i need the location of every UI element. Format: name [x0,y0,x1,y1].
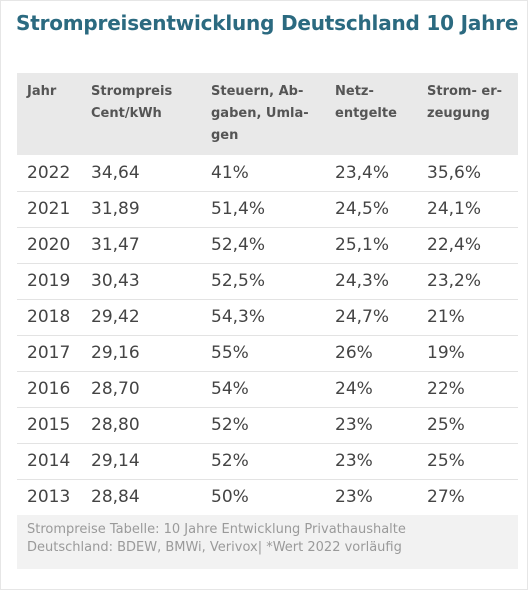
cell-price: 28,80 [81,406,201,443]
cell-taxes: 52,5% [201,262,325,299]
cell-network-fees: 25,1% [325,226,417,263]
table-row: 2021 31,89 51,4% 24,5% 24,1% [17,190,518,227]
header-year: Jahr [17,73,81,155]
table-panel: Jahr Strompreis Cent/kWh Steuern, Ab-gabe… [17,73,518,569]
cell-generation: 24,1% [417,190,518,227]
header-taxes: Steuern, Ab-gaben, Umla-gen [201,73,325,155]
cell-generation: 21% [417,298,518,335]
cell-network-fees: 23% [325,478,417,515]
table-row: 2020 31,47 52,4% 25,1% 22,4% [17,226,518,263]
cell-taxes: 52% [201,442,325,479]
table-row: 2017 29,16 55% 26% 19% [17,334,518,371]
table-body: 2022 34,64 41% 23,4% 35,6% 2021 31,89 51… [17,155,518,515]
cell-taxes: 55% [201,334,325,371]
cell-year: 2015 [17,406,81,443]
cell-taxes: 41% [201,155,325,191]
cell-year: 2020 [17,226,81,263]
cell-network-fees: 24% [325,370,417,407]
cell-generation: 19% [417,334,518,371]
cell-taxes: 51,4% [201,190,325,227]
header-generation: Strom- er-zeugung [417,73,518,155]
table-row: 2015 28,80 52% 23% 25% [17,406,518,443]
cell-year: 2014 [17,442,81,479]
cell-generation: 23,2% [417,262,518,299]
cell-price: 30,43 [81,262,201,299]
cell-year: 2018 [17,298,81,335]
cell-taxes: 54,3% [201,298,325,335]
cell-taxes: 54% [201,370,325,407]
cell-network-fees: 24,3% [325,262,417,299]
cell-network-fees: 24,5% [325,190,417,227]
cell-generation: 25% [417,406,518,443]
cell-network-fees: 24,7% [325,298,417,335]
cell-network-fees: 26% [325,334,417,371]
header-network-fees: Netz-entgelte [325,73,417,155]
cell-price: 29,42 [81,298,201,335]
cell-generation: 27% [417,478,518,515]
table-caption: Strompreise Tabelle: 10 Jahre Entwicklun… [27,522,406,555]
cell-year: 2013 [17,478,81,515]
cell-generation: 22,4% [417,226,518,263]
header-row: Jahr Strompreis Cent/kWh Steuern, Ab-gabe… [17,73,518,155]
header-price: Strompreis Cent/kWh [81,73,201,155]
cell-price: 34,64 [81,155,201,191]
cell-price: 31,89 [81,190,201,227]
page-title: Strompreisentwicklung Deutschland 10 Jah… [16,11,519,35]
cell-year: 2016 [17,370,81,407]
cell-network-fees: 23% [325,442,417,479]
cell-taxes: 50% [201,478,325,515]
table-row: 2016 28,70 54% 24% 22% [17,370,518,407]
table-row: 2013 28,84 50% 23% 27% [17,478,518,515]
cell-network-fees: 23,4% [325,155,417,191]
cell-generation: 25% [417,442,518,479]
table-row: 2019 30,43 52,5% 24,3% 23,2% [17,262,518,299]
cell-year: 2021 [17,190,81,227]
table-row: 2018 29,42 54,3% 24,7% 21% [17,298,518,335]
cell-year: 2019 [17,262,81,299]
cell-taxes: 52,4% [201,226,325,263]
cell-price: 29,14 [81,442,201,479]
cell-generation: 22% [417,370,518,407]
cell-taxes: 52% [201,406,325,443]
cell-price: 28,70 [81,370,201,407]
electricity-price-table: Jahr Strompreis Cent/kWh Steuern, Ab-gabe… [17,73,518,515]
table-header: Jahr Strompreis Cent/kWh Steuern, Ab-gabe… [17,73,518,155]
cell-generation: 35,6% [417,155,518,191]
cell-price: 31,47 [81,226,201,263]
table-row: 2022 34,64 41% 23,4% 35,6% [17,155,518,191]
cell-network-fees: 23% [325,406,417,443]
cell-year: 2017 [17,334,81,371]
cell-year: 2022 [17,155,81,191]
cell-price: 29,16 [81,334,201,371]
cell-price: 28,84 [81,478,201,515]
table-row: 2014 29,14 52% 23% 25% [17,442,518,479]
